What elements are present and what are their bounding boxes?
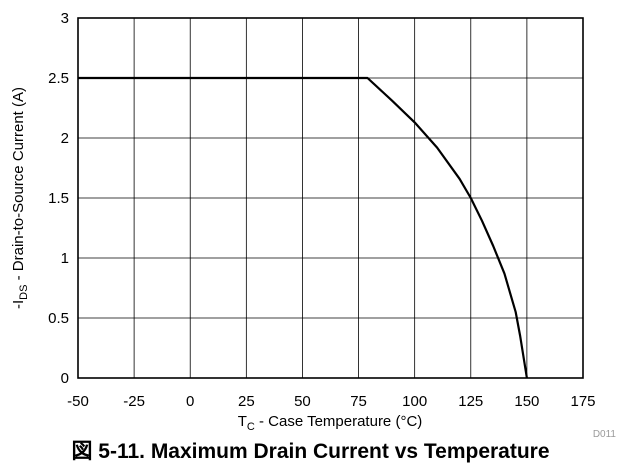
x-axis-label: TC - Case Temperature (°C) [238, 413, 423, 433]
y-tick-label: 1 [61, 250, 69, 267]
y-tick-label: 0.5 [48, 310, 69, 327]
x-tick-label: 75 [350, 393, 367, 410]
y-axis-label-prefix: -I [10, 300, 27, 309]
y-tick-label: 1.5 [48, 190, 69, 207]
chart: -50 -25 0 25 50 75 100 125 150 175 00.511.522.53 … [10, 10, 617, 440]
x-axis-label-prefix: T [238, 413, 247, 430]
x-axis-label-suffix: - Case Temperature (°C) [255, 413, 422, 430]
series-line [78, 76, 528, 379]
x-tick-label: 125 [458, 393, 483, 410]
figure-caption: 図 5-11. Maximum Drain Current vs Tempera… [71, 440, 550, 463]
y-axis-label: -IDS - Drain-to-Source Current (A) [10, 87, 30, 309]
y-tick-labels: 0 0.5 1 1.5 2 2.5 3 [48, 10, 69, 387]
x-tick-label: -50 [67, 393, 89, 410]
x-tick-labels: -50 -25 0 25 50 75 100 125 150 175 [67, 393, 595, 410]
x-tick-label: 0 [186, 393, 194, 410]
x-tick-label: 25 [238, 393, 255, 410]
y-tick-label: 3 [61, 10, 69, 27]
x-axis-label-subscript: C [247, 421, 255, 433]
grid [77, 17, 584, 379]
figure-code: D011 [593, 429, 617, 440]
x-tick-label: 100 [402, 393, 427, 410]
x-tick-label: 50 [294, 393, 311, 410]
x-tick-label: 150 [514, 393, 539, 410]
y-tick-label: 2 [61, 130, 69, 147]
y-axis-label-suffix: - Drain-to-Source Current (A) [10, 87, 27, 285]
x-tick-label: 175 [570, 393, 595, 410]
y-tick-label: 2.5 [48, 70, 69, 87]
y-axis-label-subscript: DS [18, 285, 30, 300]
y-tick-label: 0 [61, 370, 69, 387]
x-tick-label: -25 [123, 393, 145, 410]
plot-frame [77, 17, 584, 379]
